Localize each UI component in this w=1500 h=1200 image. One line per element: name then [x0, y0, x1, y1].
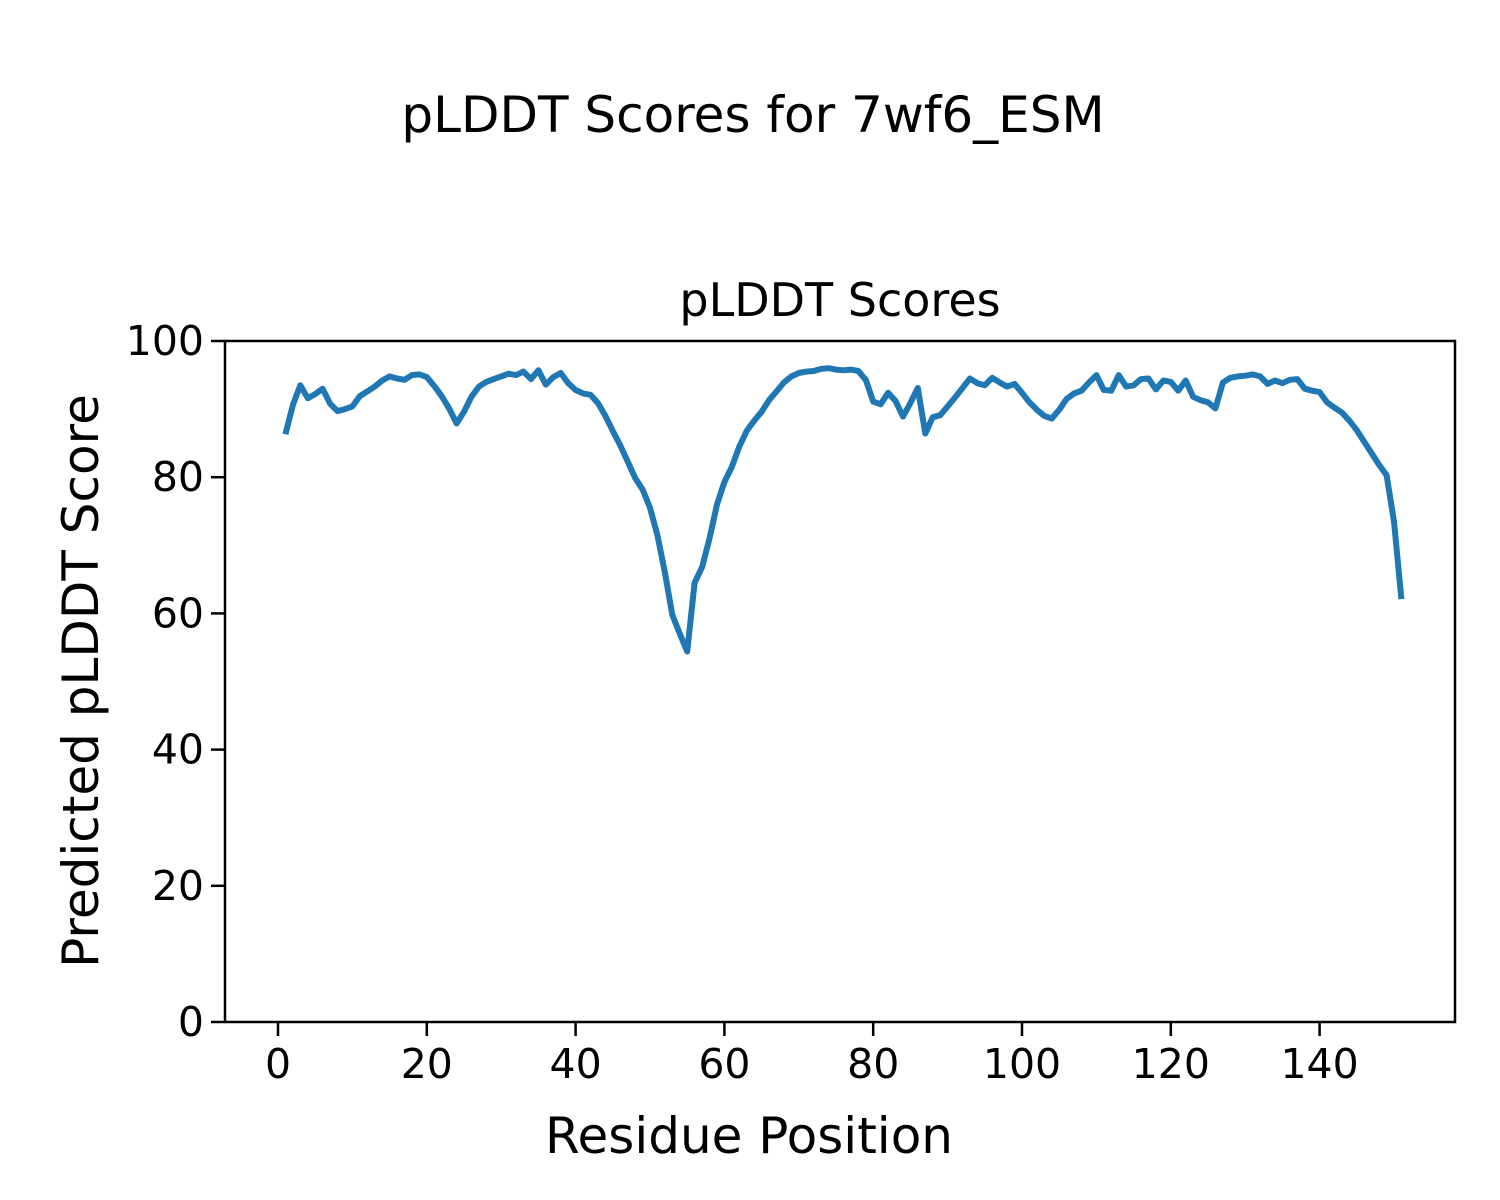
x-tick-label: 80 [847, 1040, 899, 1088]
x-tick-label: 140 [1280, 1040, 1358, 1088]
y-axis-label: Predicted pLDDT Score [52, 394, 110, 968]
y-tick-label: 20 [152, 862, 204, 910]
x-tick-label: 100 [983, 1040, 1061, 1088]
plot-frame [223, 339, 1457, 1024]
x-tick-label: 60 [698, 1040, 750, 1088]
y-tick-label: 60 [152, 589, 204, 637]
x-tick-label: 0 [265, 1040, 291, 1088]
figure-title: pLDDT Scores for 7wf6_ESM [401, 86, 1104, 144]
plddt-series-line [282, 365, 1405, 655]
x-tick-label: 120 [1132, 1040, 1210, 1088]
y-tick-label: 100 [126, 317, 204, 365]
y-tick-label: 40 [152, 726, 204, 774]
x-tick-label: 40 [550, 1040, 602, 1088]
x-tick-label: 20 [401, 1040, 453, 1088]
y-tick-label: 80 [152, 453, 204, 501]
x-axis-label: Residue Position [545, 1107, 953, 1165]
axes-title: pLDDT Scores [679, 273, 1000, 327]
y-tick-label: 0 [178, 998, 204, 1046]
x-axis-ticks: 0 20 40 60 80 100 120 140 [265, 1022, 1359, 1088]
y-axis-ticks: 0 20 40 60 80 100 [126, 317, 225, 1046]
